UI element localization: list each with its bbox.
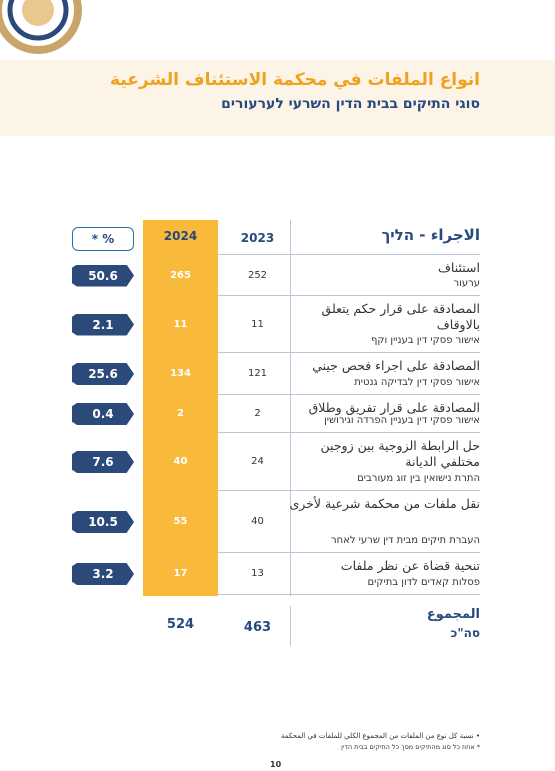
value-2023: 13: [251, 568, 264, 579]
procedure-ar: المصادقة على قرار تفريق وطلاق: [308, 400, 480, 415]
value-2023: 121: [247, 368, 268, 379]
footnote: * אחוז כל סוג מהתיקים מסך כל התיקים בבית…: [341, 743, 480, 751]
footnote: • نسبة كل نوع من الملفات من المجموع الكل…: [280, 732, 480, 740]
procedure-he: פסלות קאדים לדון בתיקים: [367, 577, 480, 588]
procedure-he: אישור פסקי דין בעניין הפרדה וגירושין: [324, 415, 480, 426]
procedure-ar: المصادقة على قرار حكم يتعلق بالاوقاف: [321, 301, 480, 332]
row-line: [218, 594, 480, 595]
page-number: 10: [270, 760, 282, 769]
procedure-he: אישור פסקי דין בעניין וקף: [370, 335, 480, 346]
procedure-he: אישור פסקי דין לבדיקה גנטית: [354, 377, 480, 388]
procedure-ar: تنحية قضاة عن نظر ملفات: [340, 558, 480, 573]
title: انواع الملفات في محكمة الاستئناف الشرعية: [110, 70, 480, 90]
percent-badge: 3.2: [72, 563, 134, 585]
column-header: * %: [72, 227, 134, 251]
subtitle: סוגי התיקים בבית הדין השרעי לערעורים: [221, 96, 480, 112]
procedure-he: העברת תיקים מבית דין שרעי לאחר: [330, 535, 480, 546]
year-column: [143, 220, 218, 596]
row-line: [218, 490, 480, 491]
column-header: الاجراء - הליך: [381, 226, 480, 244]
percent-badge: 0.4: [72, 403, 134, 425]
percent-badge: 10.5: [72, 511, 134, 533]
row-line: [218, 552, 480, 553]
total-label: סה"כ: [450, 626, 480, 640]
percent-badge: 2.1: [72, 313, 134, 336]
column-header: 2024: [163, 229, 198, 243]
procedure-he: ערעור: [453, 278, 480, 289]
value-2024: 55: [173, 516, 188, 527]
procedure-ar: استئناف: [437, 260, 480, 275]
divider: [290, 606, 291, 646]
header-band: [0, 60, 555, 136]
value-2024: 265: [170, 269, 191, 281]
value-2023: 2: [254, 408, 261, 419]
row-line: [218, 295, 480, 296]
value-2023: 24: [251, 456, 264, 467]
percent-badge: 50.6: [72, 264, 134, 287]
row-line: [218, 432, 480, 433]
value-2024: 2: [177, 408, 184, 419]
value-2023: 40: [251, 516, 264, 527]
column-header: 2023: [240, 231, 275, 245]
divider: [290, 220, 291, 596]
procedure-ar: نقل ملفات من محكمة شرعية لأخرى: [289, 496, 480, 511]
value-2024: 40: [173, 456, 188, 467]
total-label: المجموع: [426, 607, 480, 622]
procedure-ar: حل الرابطة الزوجية بين زوجين مختلفي الدي…: [320, 438, 480, 469]
value-2023: 11: [251, 318, 264, 330]
total-value: 524: [166, 617, 195, 632]
value-2023: 252: [247, 269, 268, 281]
procedure-he: התרת נישואין בין זוג מעורבים: [357, 473, 480, 484]
value-2024: 11: [173, 318, 188, 330]
decoration: [0, 0, 82, 54]
row-line: [218, 254, 480, 255]
percent-badge: 25.6: [72, 363, 134, 385]
footnote-text: אחוז כל סוג מהתיקים מסך כל התיקים בבית ה…: [341, 743, 475, 751]
total-value: 463: [243, 620, 272, 635]
value-2024: 17: [173, 568, 188, 579]
row-line: [218, 352, 480, 353]
procedure-ar: المصادقة على اجراء فحص جيني: [312, 358, 480, 373]
row-line: [218, 394, 480, 395]
percent-badge: 7.6: [72, 451, 134, 473]
footnote-text: نسبة كل نوع من الملفات من المجموع الكلي …: [280, 732, 474, 740]
value-2024: 134: [170, 368, 191, 379]
